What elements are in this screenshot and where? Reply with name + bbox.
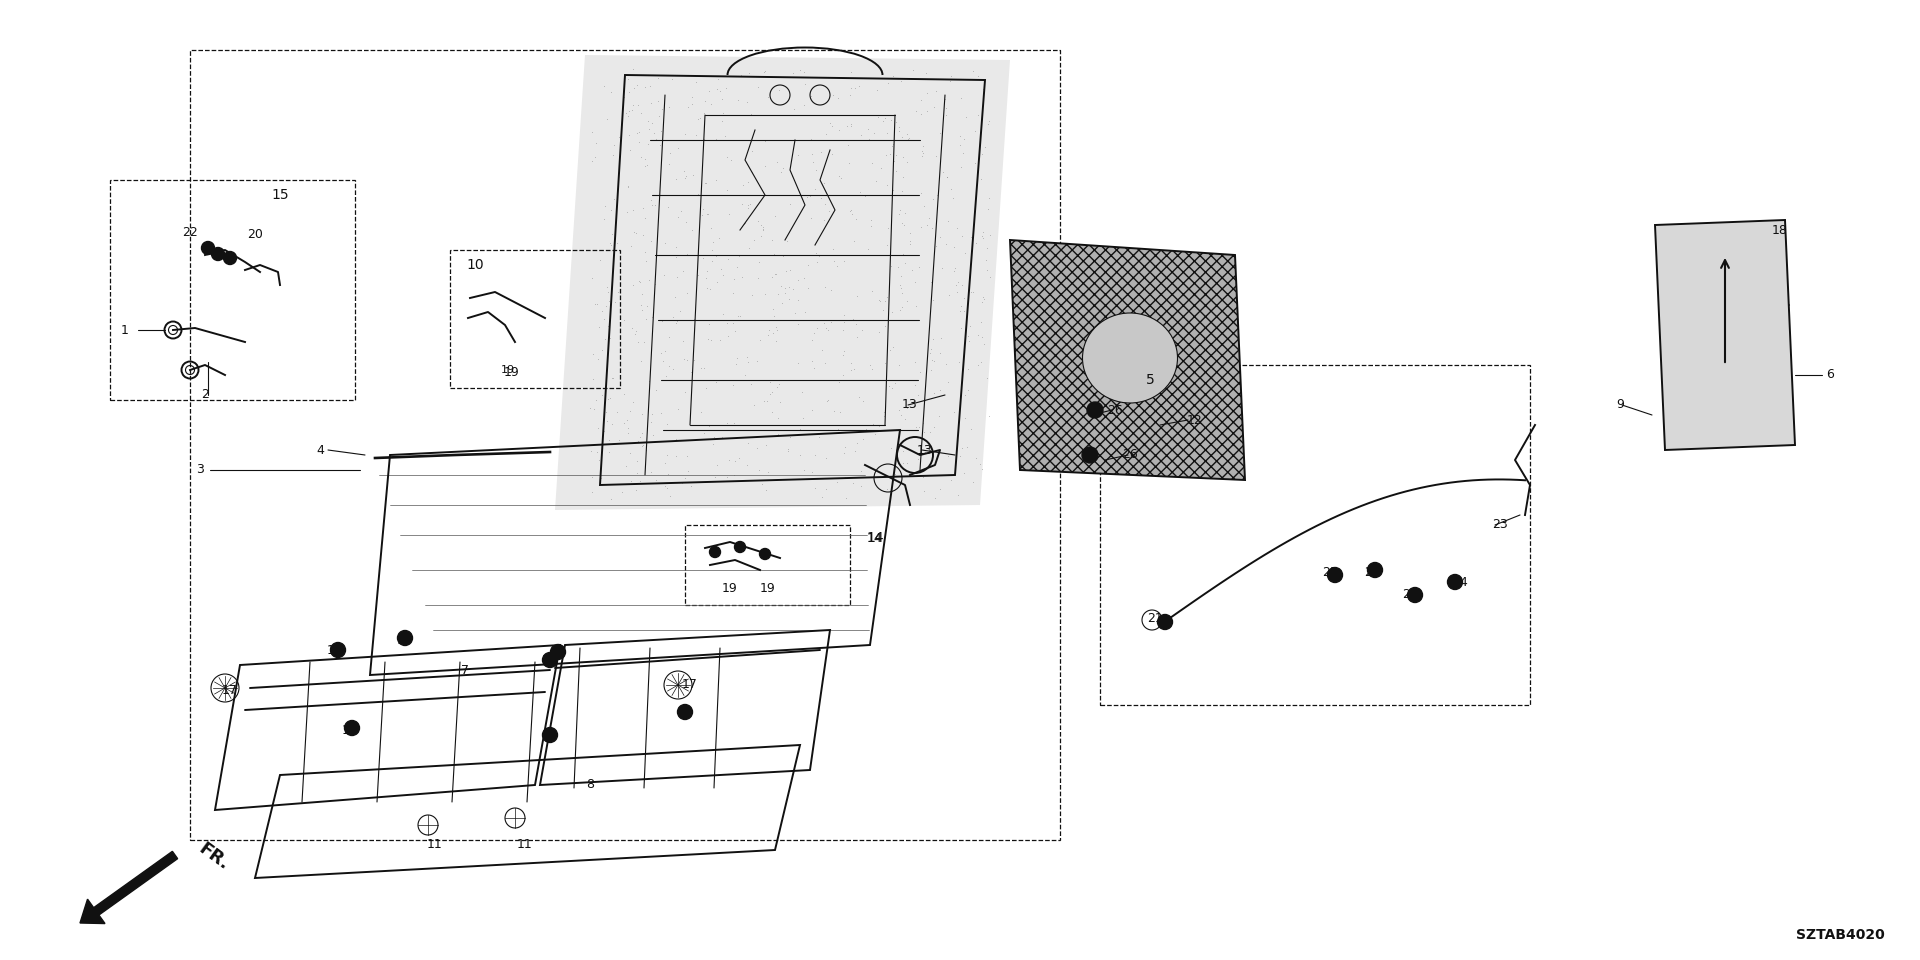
Text: 22: 22 (182, 226, 198, 238)
Text: 20: 20 (248, 228, 263, 242)
Text: 17: 17 (223, 684, 238, 697)
Text: 19: 19 (505, 366, 520, 378)
Circle shape (223, 252, 236, 265)
Circle shape (760, 548, 770, 560)
Circle shape (551, 644, 566, 660)
Text: 9: 9 (1617, 398, 1624, 412)
Text: FR.: FR. (194, 840, 232, 874)
Text: 16: 16 (326, 643, 344, 657)
Text: 16: 16 (541, 654, 559, 666)
Text: 11: 11 (516, 838, 534, 852)
Text: 11: 11 (426, 838, 444, 852)
Text: 14: 14 (866, 531, 883, 545)
FancyArrow shape (81, 852, 179, 924)
Text: 16: 16 (342, 724, 357, 736)
Text: 8: 8 (586, 779, 593, 791)
Circle shape (543, 728, 557, 742)
Circle shape (202, 242, 215, 254)
Text: 13: 13 (918, 444, 933, 457)
Text: 23: 23 (1492, 518, 1507, 532)
Text: 4: 4 (317, 444, 324, 457)
Polygon shape (1655, 220, 1795, 450)
Circle shape (1367, 563, 1382, 578)
Text: 21: 21 (1146, 612, 1164, 625)
Bar (190, 50, 1060, 840)
Text: 12: 12 (1187, 414, 1202, 426)
Bar (1100, 365, 1530, 705)
Text: 7: 7 (461, 663, 468, 677)
Circle shape (330, 642, 346, 658)
Text: 3: 3 (196, 464, 204, 476)
Text: 16: 16 (397, 634, 413, 646)
Bar (109, 180, 355, 400)
Circle shape (678, 705, 693, 719)
Ellipse shape (1083, 313, 1177, 403)
Text: 24: 24 (1452, 575, 1469, 588)
Circle shape (1083, 447, 1098, 463)
Circle shape (211, 248, 225, 260)
Text: 19: 19 (501, 365, 515, 375)
Polygon shape (555, 55, 1010, 510)
Circle shape (710, 546, 720, 558)
Circle shape (543, 653, 557, 667)
Text: 26: 26 (1108, 403, 1123, 417)
Text: 13: 13 (902, 398, 918, 412)
Polygon shape (1010, 240, 1244, 480)
Circle shape (397, 631, 413, 645)
Text: 25: 25 (1363, 565, 1380, 579)
Text: 14: 14 (868, 532, 883, 544)
Text: 17: 17 (682, 679, 699, 691)
Text: 19: 19 (760, 582, 776, 594)
Circle shape (344, 721, 359, 735)
Circle shape (1158, 614, 1173, 630)
Text: 5: 5 (1146, 373, 1154, 387)
Circle shape (1087, 402, 1102, 418)
Text: 24: 24 (1402, 588, 1417, 602)
Text: 6: 6 (1826, 369, 1834, 381)
Text: 26: 26 (1121, 448, 1139, 462)
Text: 2: 2 (202, 389, 209, 401)
Text: 10: 10 (467, 258, 484, 272)
Circle shape (735, 541, 745, 553)
Circle shape (1407, 588, 1423, 603)
Bar (449, 250, 620, 388)
Text: 15: 15 (271, 188, 288, 202)
Text: 25: 25 (1323, 565, 1338, 579)
Text: SZTAB4020: SZTAB4020 (1797, 928, 1885, 942)
Bar (685, 525, 851, 605)
Circle shape (1448, 574, 1463, 589)
Text: 1: 1 (121, 324, 129, 337)
Circle shape (1327, 567, 1342, 583)
Text: 18: 18 (1772, 224, 1788, 236)
Text: 19: 19 (722, 582, 737, 594)
